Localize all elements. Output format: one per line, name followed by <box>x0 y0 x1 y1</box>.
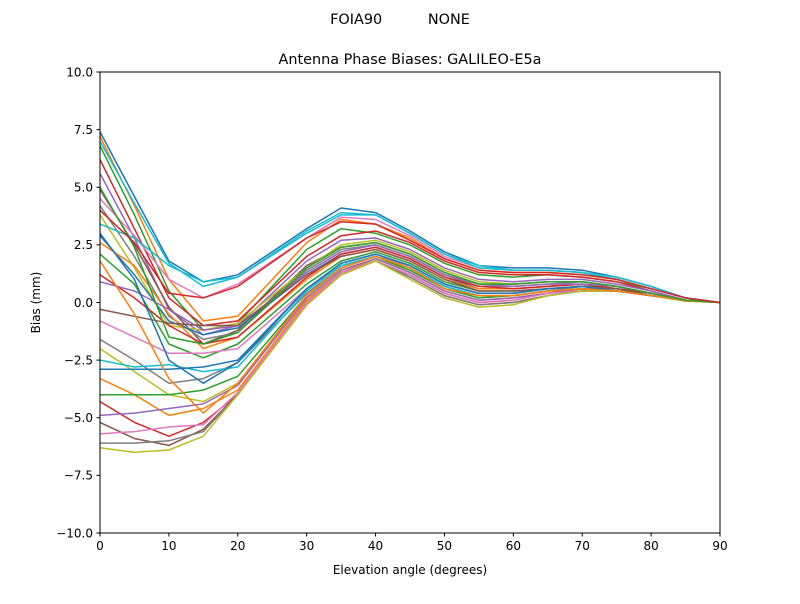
axes-frame <box>99 71 721 534</box>
y-tick-label: −2.5 <box>64 353 93 367</box>
y-axis: −10.0 −7.5 −5.0 −2.5 0.0 2.5 5.0 7.5 10.0 <box>56 65 100 540</box>
series-line-27 <box>99 260 721 435</box>
series-line-5 <box>99 173 721 336</box>
x-axis: 0 10 20 30 40 50 60 70 80 90 <box>96 533 728 553</box>
series-line-34 <box>99 209 721 304</box>
y-tick-label: 2.5 <box>74 238 93 252</box>
series-line-7 <box>99 198 721 304</box>
x-tick-label: 70 <box>575 539 590 553</box>
x-tick-label: 20 <box>230 539 245 553</box>
x-tick-label: 30 <box>299 539 314 553</box>
x-tick-label: 80 <box>643 539 658 553</box>
series-line-33 <box>99 186 721 345</box>
y-tick-label: 5.0 <box>74 181 93 195</box>
x-tick-label: 0 <box>96 539 104 553</box>
series-line-2 <box>99 136 721 322</box>
series-line-16 <box>99 248 721 327</box>
series-line-21 <box>100 253 721 371</box>
x-tick-label: 90 <box>712 539 727 553</box>
suptitle: FOIA90 NONE <box>330 12 470 28</box>
y-tick-label: −5.0 <box>64 411 93 425</box>
y-tick-label: −10.0 <box>56 526 93 540</box>
series-line-4 <box>99 159 721 327</box>
x-tick-label: 10 <box>161 539 176 553</box>
y-tick-label: 7.5 <box>74 123 93 137</box>
series-line-32 <box>99 255 721 414</box>
series-line-30 <box>99 140 721 304</box>
x-tick-label: 60 <box>506 539 521 553</box>
chart-title: Antenna Phase Biases: GALILEO-E5a <box>279 52 542 68</box>
x-tick-label: 50 <box>437 539 452 553</box>
y-tick-label: 0.0 <box>74 296 93 310</box>
x-tick-label: 40 <box>368 539 383 553</box>
x-axis-label: Elevation angle (degrees) <box>333 563 487 577</box>
y-tick-label: 10.0 <box>66 65 93 79</box>
y-axis-label: Bias (mm) <box>29 272 43 334</box>
y-tick-label: −7.5 <box>64 469 93 483</box>
series-line-6 <box>99 189 721 345</box>
series-lines <box>99 131 721 454</box>
